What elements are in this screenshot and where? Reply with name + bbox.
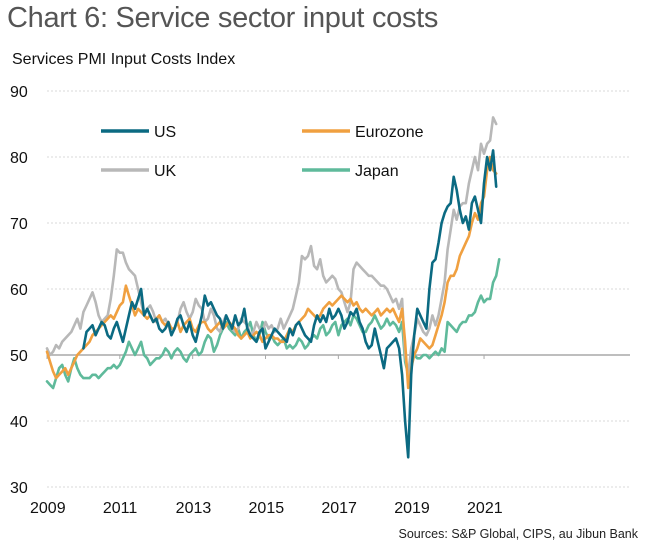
legend-label-uk: UK	[154, 163, 177, 180]
legend-label-us: US	[154, 124, 176, 141]
y-tick-label: 30	[10, 480, 28, 497]
legend: US Eurozone UK Japan	[101, 124, 424, 180]
series-lines	[45, 116, 501, 459]
legend-label-japan: Japan	[355, 163, 399, 180]
x-tick-label: 2013	[176, 500, 212, 517]
x-tick-label: 2021	[467, 500, 503, 517]
legend-label-eurozone: Eurozone	[355, 124, 424, 141]
x-tick-label: 2019	[394, 500, 430, 517]
x-axis-ticks: 2009 2011 2013 2015 2017 2019 2021	[30, 355, 503, 517]
y-tick-label: 70	[10, 216, 28, 233]
y-tick-label: 90	[10, 84, 28, 101]
y-tick-label: 40	[10, 414, 28, 431]
x-tick-label: 2011	[103, 500, 138, 517]
y-tick-label: 50	[10, 348, 28, 365]
series-line-us	[82, 149, 498, 459]
x-tick-label: 2017	[321, 500, 357, 517]
y-axis-label: Services PMI Input Costs Index	[12, 51, 236, 68]
y-tick-label: 60	[10, 282, 28, 299]
x-tick-label: 2009	[30, 500, 66, 517]
source-note: Sources: S&P Global, CIPS, au Jibun Bank	[398, 527, 638, 541]
x-tick-label: 2015	[249, 500, 285, 517]
series-line-uk	[45, 116, 498, 377]
y-axis-ticks: 30 40 50 60 70 80 90	[10, 84, 28, 497]
chart-title: Chart 6: Service sector input costs	[7, 2, 439, 34]
y-tick-label: 80	[10, 150, 28, 167]
